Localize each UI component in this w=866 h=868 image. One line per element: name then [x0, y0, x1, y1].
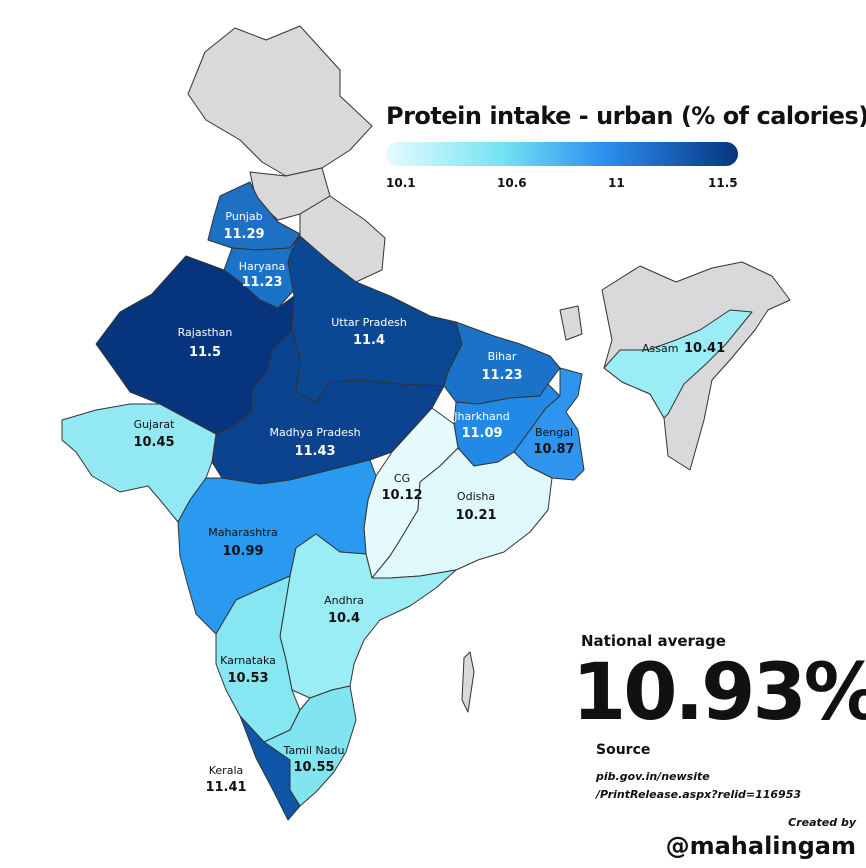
state-value-uttar-pradesh: 11.4	[353, 333, 385, 348]
state-label-karnataka: Karnataka	[220, 654, 276, 667]
legend-gradient-bar	[386, 142, 738, 166]
state-value-maharashtra: 10.99	[222, 544, 263, 559]
state-label-tamil-nadu: Tamil Nadu	[283, 744, 345, 757]
created-by-label: Created by	[788, 816, 856, 829]
state-label-kerala: Kerala	[209, 764, 244, 777]
state-label-haryana: Haryana	[239, 260, 286, 273]
state-value-tamil-nadu: 10.55	[293, 760, 334, 775]
state-label-rajasthan: Rajasthan	[178, 326, 233, 339]
state-label-jharkhand: Jharkhand	[453, 410, 510, 423]
jammu-kashmir-region	[187, 25, 373, 177]
source-text: pib.gov.in/newsite /PrintRelease.aspx?re…	[596, 770, 802, 801]
state-label-gujarat: Gujarat	[134, 418, 176, 431]
region-odisha	[371, 447, 553, 579]
state-value-punjab: 11.29	[223, 227, 264, 242]
islands-region	[461, 651, 475, 713]
state-value-bengal: 10.87	[533, 442, 574, 457]
state-value-jharkhand: 11.09	[461, 426, 502, 441]
state-label-bihar: Bihar	[488, 350, 517, 363]
legend-tick: 11	[608, 176, 625, 190]
state-value-karnataka: 10.53	[227, 671, 268, 686]
national-average-label: National average	[581, 632, 726, 650]
state-value-bihar: 11.23	[481, 368, 522, 383]
state-value-haryana: 11.23	[241, 275, 282, 290]
state-value-andhra: 10.4	[328, 611, 360, 626]
state-label-madhya-pradesh: Madhya Pradesh	[269, 426, 360, 439]
sikkim-region	[559, 305, 583, 341]
legend-tick: 10.1	[386, 176, 416, 190]
state-label-assam: Assam	[642, 342, 678, 355]
region-karnataka	[215, 575, 301, 743]
legend-tick: 10.6	[497, 176, 527, 190]
state-label-uttar-pradesh: Uttar Pradesh	[331, 316, 407, 329]
region-bengal	[513, 367, 585, 481]
state-value-cg: 10.12	[381, 488, 422, 503]
state-label-punjab: Punjab	[225, 210, 262, 223]
region-kerala	[239, 715, 301, 821]
state-value-kerala: 11.41	[205, 780, 246, 795]
state-value-rajasthan: 11.5	[189, 345, 221, 360]
source-label: Source	[596, 742, 651, 758]
state-label-odisha: Odisha	[457, 490, 495, 503]
region-madhya-pradesh	[211, 329, 445, 485]
state-value-gujarat: 10.45	[133, 435, 174, 450]
state-label-maharashtra: Maharashtra	[208, 526, 278, 539]
state-value-odisha: 10.21	[455, 508, 496, 523]
state-label-bengal: Bengal	[535, 426, 573, 439]
author-handle: @mahalingam	[665, 832, 856, 860]
national-average-value: 10.93%	[572, 648, 866, 738]
state-value-assam: 10.41	[684, 341, 725, 356]
region-assam	[603, 309, 753, 419]
map-title: Protein intake - urban (% of calories)	[386, 102, 866, 130]
legend-tick: 11.5	[708, 176, 738, 190]
state-label-cg: CG	[394, 472, 410, 485]
state-value-madhya-pradesh: 11.43	[294, 444, 335, 459]
state-label-andhra: Andhra	[324, 594, 364, 607]
